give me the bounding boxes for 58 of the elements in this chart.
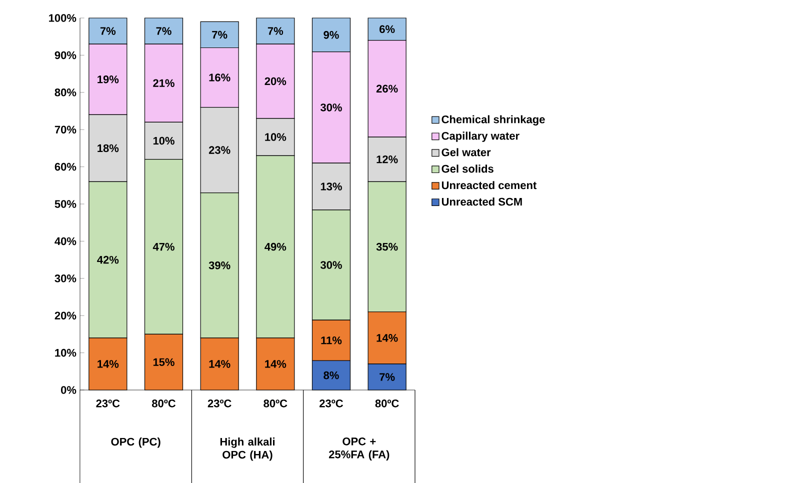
y-tick-label: 20%: [54, 312, 76, 320]
x-tick-label: 23ºC: [208, 400, 232, 408]
data-label: 10%: [265, 133, 286, 141]
y-tick-label: 50%: [54, 200, 76, 208]
text: OPC (PC): [111, 438, 160, 448]
x-tick-label: 80ºC: [264, 400, 288, 408]
data-label: 13%: [320, 182, 342, 190]
data-label: 14%: [265, 360, 286, 368]
data-label: 12%: [376, 155, 398, 164]
data-label: 39%: [208, 261, 230, 270]
data-label: 30%: [320, 261, 342, 269]
data-label: 9%: [324, 31, 339, 39]
legend-label: Gel solids: [442, 164, 494, 173]
text: High alkali OPC (HA): [220, 438, 275, 461]
data-label: 16%: [209, 74, 230, 82]
y-tick-label: 40%: [54, 237, 76, 246]
data-label: 19%: [98, 76, 119, 84]
legend-label: Gel water: [442, 148, 491, 156]
data-label: 10%: [153, 136, 174, 145]
data-label: 42%: [97, 256, 119, 264]
y-tick-label: 60%: [54, 162, 76, 171]
y-tick-label: 80%: [54, 88, 76, 96]
data-label: 26%: [376, 84, 398, 93]
y-tick-label: 10%: [55, 348, 76, 357]
text: OPC + 25%FA (FA): [328, 438, 390, 460]
data-label: 7%: [380, 373, 395, 381]
legend-label: Unreacted SCM: [442, 198, 522, 206]
legend-label: Capillary water: [442, 132, 520, 142]
y-tick-label: 30%: [54, 274, 76, 282]
data-label: 7%: [156, 27, 172, 35]
data-label: 49%: [264, 242, 286, 251]
data-label: 7%: [100, 27, 116, 35]
data-label: 47%: [152, 242, 174, 251]
data-label: 14%: [98, 360, 119, 368]
y-tick-label: 0%: [61, 386, 76, 394]
data-label: 18%: [98, 144, 119, 152]
y-tick-label: 70%: [54, 126, 76, 134]
data-label: 14%: [376, 334, 398, 342]
x-tick-label: 23ºC: [320, 400, 344, 408]
data-label: 7%: [268, 27, 284, 35]
data-label: 11%: [321, 336, 342, 344]
y-tick-label: 100%: [49, 14, 76, 22]
data-label: 6%: [380, 25, 395, 34]
y-tick-label: 90%: [54, 51, 76, 60]
x-tick-label: 80ºC: [152, 400, 176, 408]
x-tick-label: 80ºC: [375, 400, 399, 408]
data-label: 20%: [264, 77, 286, 86]
data-label: 15%: [153, 358, 174, 366]
x-tick-label: 23ºC: [96, 400, 120, 408]
data-label: 14%: [209, 360, 230, 368]
data-label: 8%: [324, 371, 339, 380]
data-label: 21%: [153, 79, 174, 87]
legend-label: Unreacted cement: [442, 181, 537, 190]
data-label: 7%: [212, 30, 228, 39]
data-label: 23%: [208, 146, 230, 154]
data-label: 35%: [376, 242, 398, 251]
data-label: 30%: [320, 104, 342, 112]
legend-label: Chemical shrinkage: [442, 115, 545, 126]
